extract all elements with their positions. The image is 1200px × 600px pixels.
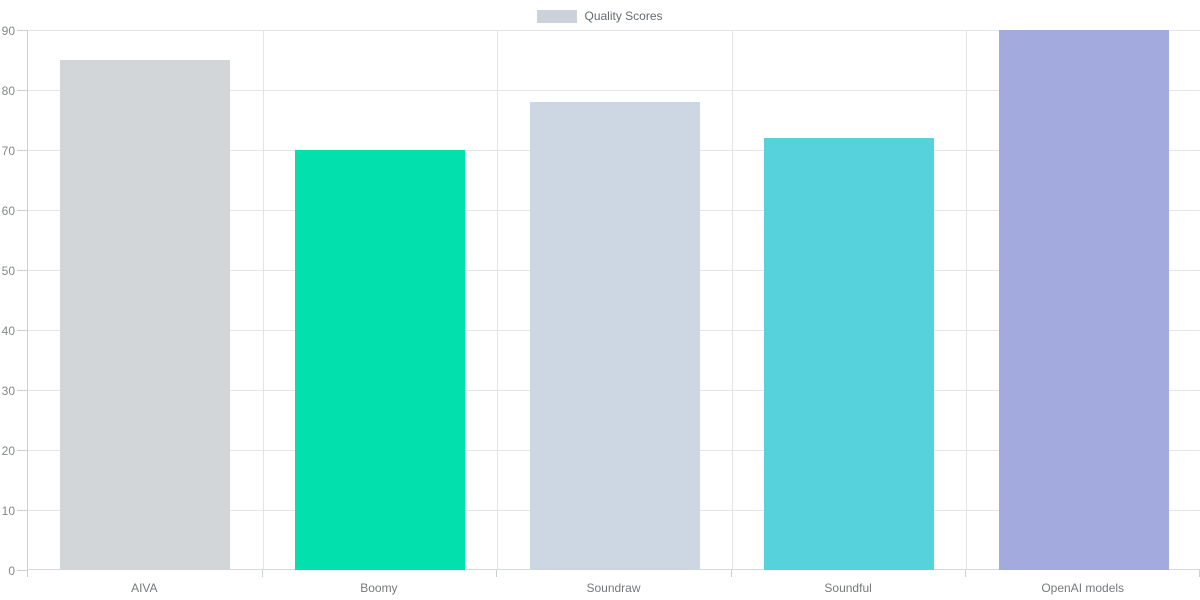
y-axis-tick-label: 40 <box>1 323 15 338</box>
gridline-vertical <box>731 30 733 569</box>
y-axis-tick <box>17 510 27 511</box>
bar-openai-models <box>998 30 1169 570</box>
legend-item-quality-scores[interactable]: Quality Scores <box>537 9 663 23</box>
plot-area <box>27 30 1200 570</box>
x-axis-tick <box>496 570 498 577</box>
x-axis-label-boomy: Boomy <box>360 581 398 595</box>
gridline-horizontal <box>28 30 1200 31</box>
x-axis-label-openai-models: OpenAI models <box>1041 581 1125 595</box>
bar-soundful <box>764 138 935 570</box>
gridline-horizontal <box>28 90 1200 91</box>
y-axis-tick-label: 70 <box>1 143 15 158</box>
legend-label: Quality Scores <box>584 9 663 23</box>
y-axis-tick-label: 20 <box>1 443 15 458</box>
y-axis-tick-label: 90 <box>1 23 15 38</box>
y-axis-tick <box>17 390 27 391</box>
x-axis-tick <box>261 570 263 577</box>
y-axis-tick <box>17 330 27 331</box>
y-axis-tick <box>17 30 27 31</box>
y-axis-tick <box>17 150 27 151</box>
x-axis-tick <box>965 570 967 577</box>
x-axis-label-aiva: AIVA <box>131 581 158 595</box>
x-axis-label-soundraw: Soundraw <box>586 581 641 595</box>
bar-boomy <box>294 150 465 570</box>
y-axis-tick <box>17 90 27 91</box>
x-axis-label-soundful: Soundful <box>824 581 872 595</box>
gridline-vertical <box>966 30 968 569</box>
y-axis-tick-label: 60 <box>1 203 15 218</box>
legend-swatch-icon <box>537 9 578 23</box>
gridline-vertical <box>497 30 499 569</box>
gridline-vertical <box>262 30 264 569</box>
y-axis-tick-label: 30 <box>1 383 15 398</box>
x-axis-tick <box>730 570 732 577</box>
y-axis-tick-label: 0 <box>8 563 15 578</box>
bar-aiva <box>60 60 231 570</box>
y-axis-tick <box>17 450 27 451</box>
y-axis-tick <box>17 270 27 271</box>
bar-soundraw <box>529 102 700 570</box>
y-axis-tick-label: 50 <box>1 263 15 278</box>
y-axis-tick-label: 10 <box>1 503 15 518</box>
chart-legend: Quality Scores <box>0 8 1200 24</box>
x-axis-tick <box>27 570 28 577</box>
y-axis-tick <box>17 570 27 571</box>
y-axis-tick-label: 80 <box>1 83 15 98</box>
y-axis-tick <box>17 210 27 211</box>
